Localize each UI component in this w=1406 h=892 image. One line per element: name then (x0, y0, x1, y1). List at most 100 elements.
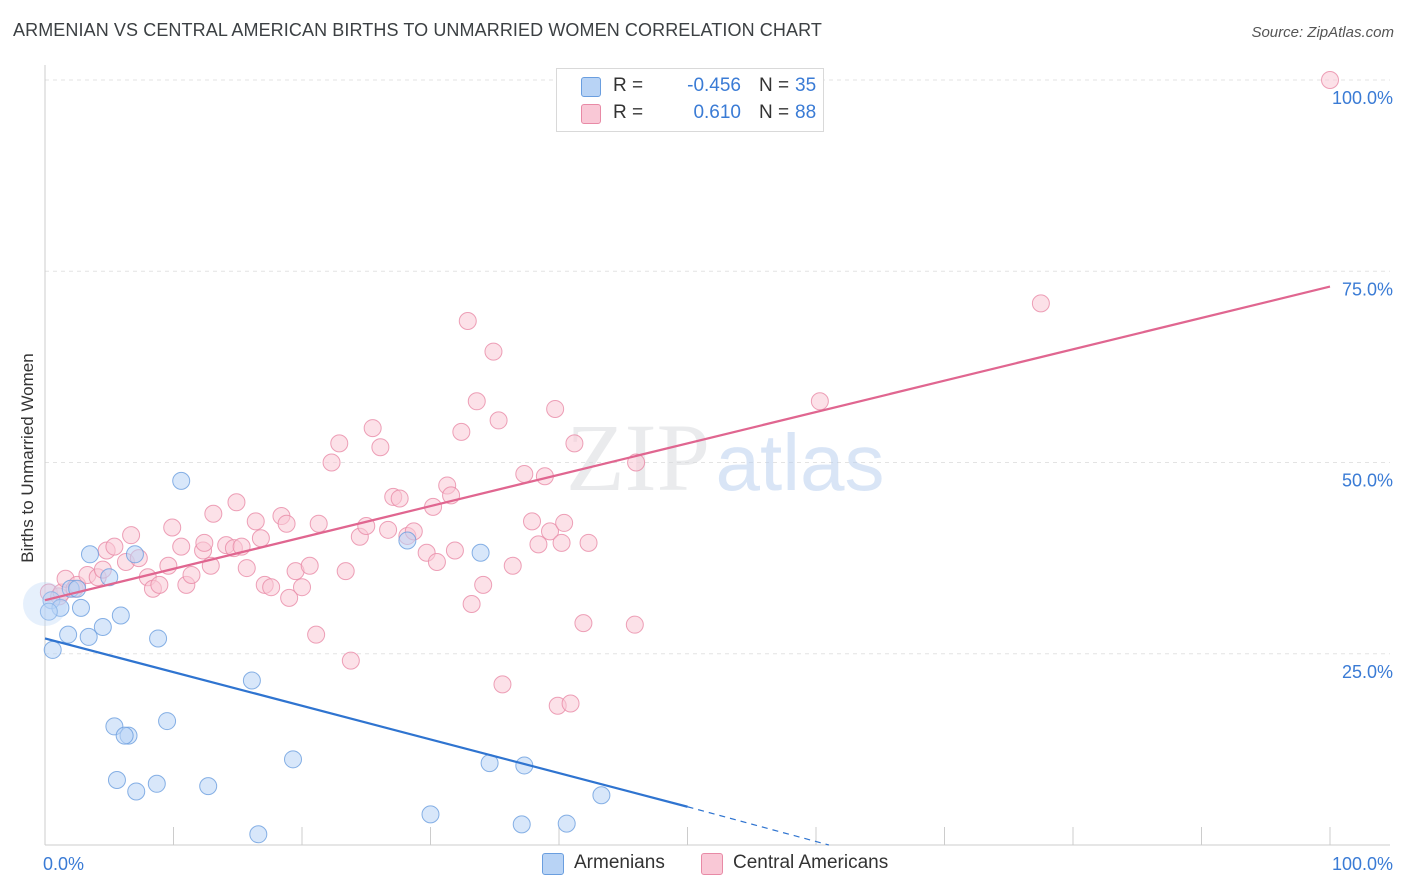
central-americans-point (105, 537, 124, 556)
central-americans-point (627, 453, 646, 472)
stats-legend: R = -0.456 N = 35 R = 0.610 N = 88 (556, 68, 824, 132)
central-americans-point (489, 411, 508, 430)
central-americans-swatch (581, 104, 601, 124)
r-value: -0.456 (687, 75, 741, 96)
central-americans-point (227, 493, 246, 512)
armenians-point (147, 774, 166, 793)
watermark: ZIP atlas (566, 404, 884, 511)
central-americans-point (484, 342, 503, 361)
central-americans-point (262, 578, 281, 597)
central-americans-point (529, 535, 548, 554)
y-tick-label: 100.0% (1332, 88, 1393, 108)
axes (44, 65, 1390, 846)
armenians-point (512, 815, 531, 834)
armenians-point (421, 805, 440, 824)
r-label: R = (613, 75, 644, 96)
armenians-point (158, 712, 177, 731)
armenians-point (172, 471, 191, 490)
armenians-point (79, 627, 98, 646)
watermark-atlas: atlas (716, 418, 885, 507)
central-americans-point (371, 438, 390, 457)
n-value: 35 (795, 75, 817, 96)
central-americans-point (251, 529, 270, 548)
central-americans-point (552, 533, 571, 552)
n-label: N = (759, 102, 790, 123)
central-americans-point (541, 522, 560, 541)
central-americans-point (625, 615, 644, 634)
central-americans-point (515, 464, 534, 483)
armenians-trend-extension (687, 806, 830, 846)
chart-title: ARMENIAN VS CENTRAL AMERICAN BIRTHS TO U… (13, 20, 822, 40)
central-americans-point (523, 512, 542, 531)
central-americans-point (307, 625, 326, 644)
trend-lines (44, 285, 1331, 846)
central-americans-point (363, 419, 382, 438)
r-value: 0.610 (693, 102, 741, 123)
central-americans-point (555, 513, 574, 532)
central-americans-point (204, 504, 223, 523)
armenians-point (249, 825, 268, 844)
armenians-legend-swatch (542, 853, 564, 875)
central-americans-point (172, 537, 191, 556)
central-americans-point (195, 533, 214, 552)
y-tick-label: 25.0% (1342, 662, 1393, 682)
armenians-point (43, 640, 62, 659)
central-americans-point (390, 489, 409, 508)
grid-lines (45, 79, 1390, 655)
central-americans-point (309, 514, 328, 533)
central-americans-point (237, 559, 256, 578)
tick-labels: 25.0% 50.0% 75.0% 100.0% 0.0% 100.0% (43, 88, 1393, 874)
armenians-point (100, 568, 119, 587)
central-americans-point (467, 392, 486, 411)
central-americans-point (182, 565, 201, 584)
armenians-point (127, 782, 146, 801)
armenians-point (23, 582, 67, 627)
y-tick-label: 50.0% (1342, 471, 1393, 491)
central-americans-trend-line (44, 285, 1331, 602)
armenians-point (242, 671, 261, 690)
central-americans-point (330, 434, 349, 453)
central-americans-point (280, 588, 299, 607)
armenians-point (111, 606, 130, 625)
central-americans-point (341, 651, 360, 670)
armenians-point (107, 770, 126, 789)
y-axis-label: Births to Unmarried Women (18, 353, 37, 563)
x-tick-label: 0.0% (43, 854, 84, 874)
armenians-legend-label: Armenians (574, 852, 665, 873)
central-americans-point (452, 422, 471, 441)
central-americans-point (300, 556, 319, 575)
central-americans-point (293, 578, 311, 597)
armenians-point (125, 545, 144, 564)
central-americans-point (322, 453, 341, 472)
central-americans-point (565, 434, 584, 453)
central-americans-point (246, 512, 265, 531)
central-americans-point (163, 518, 182, 537)
armenians-swatch (581, 77, 601, 97)
armenians-point (59, 625, 78, 644)
armenians-points (23, 471, 611, 844)
armenians-point (557, 814, 576, 833)
x-tick-label: 100.0% (1332, 854, 1393, 874)
central-americans-point (462, 595, 481, 614)
central-americans-legend-label: Central Americans (733, 852, 889, 873)
central-americans-point (427, 552, 446, 571)
central-americans-legend-swatch (701, 853, 723, 875)
armenians-point (39, 602, 58, 621)
central-americans-point (574, 614, 593, 633)
armenians-point (80, 545, 99, 564)
n-value: 88 (795, 102, 817, 123)
central-americans-point (379, 520, 398, 539)
central-americans-point (336, 562, 355, 581)
central-americans-point (458, 311, 477, 330)
armenians-trend-line (44, 637, 688, 808)
armenians-point (592, 786, 611, 805)
central-americans-point (1031, 294, 1050, 313)
central-americans-point (810, 392, 829, 411)
central-americans-point (546, 399, 565, 418)
source-credit: Source: ZipAtlas.com (1251, 24, 1394, 41)
n-label: N = (759, 75, 790, 96)
central-americans-point (1321, 71, 1339, 89)
armenians-point (471, 543, 490, 562)
central-americans-point (445, 541, 464, 560)
